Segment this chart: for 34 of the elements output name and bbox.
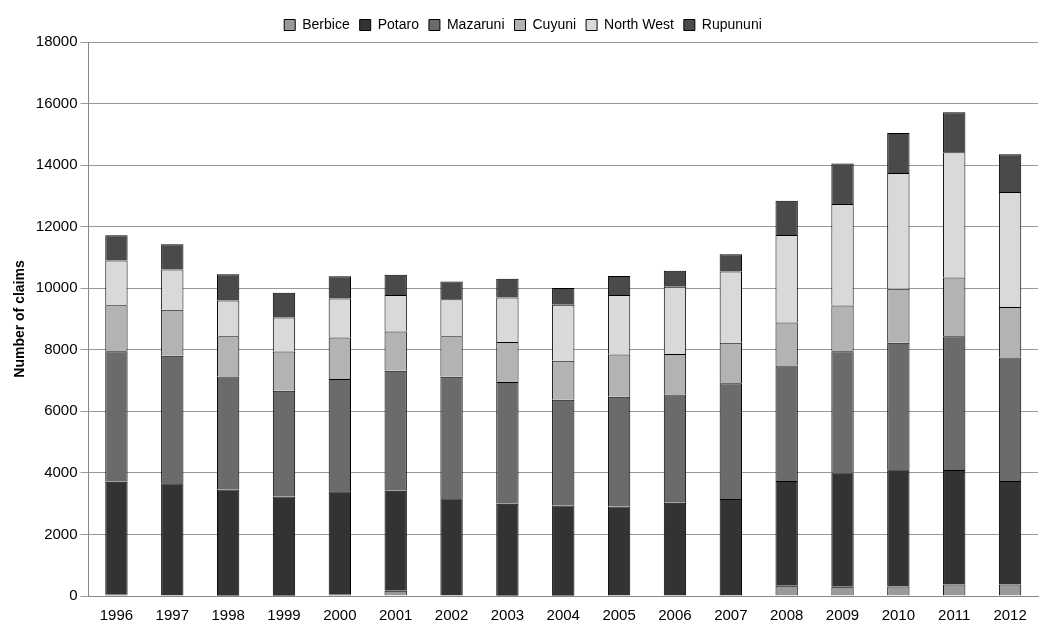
x-tick-label: 2006 [658,606,692,624]
x-tick-label: 2012 [993,606,1027,624]
y-tick-label: 10000 [35,278,78,296]
x-tick-label: 2001 [379,606,413,624]
y-axis-title: Number of claims [11,260,28,378]
x-tick-label: 1998 [211,606,245,624]
y-tick-label: 14000 [35,155,78,173]
x-tick-label: 1997 [155,606,189,624]
x-tick-label: 2009 [825,606,860,624]
legend-label: North West [604,15,674,32]
legend-label: Cuyuni [532,15,577,32]
x-tick-label: 2011 [938,606,971,624]
y-tick-label: 16000 [35,93,78,111]
x-tick-label: 1999 [267,606,301,624]
x-tick-label: 2005 [602,606,636,624]
y-tick-label: 8000 [44,339,78,357]
x-tick-label: 2002 [434,606,469,624]
legend-label: Rupununi [701,15,762,32]
y-tick-label: 12000 [35,216,78,234]
x-tick-label: 1996 [99,606,134,624]
y-tick-label: 6000 [44,401,78,419]
legend-label: Potaro [377,15,420,32]
x-tick-label: 2000 [323,606,357,624]
y-tick-label: 18000 [35,32,78,50]
y-tick-label: 0 [69,586,78,604]
x-tick-label: 2007 [714,606,748,624]
legend-label: Mazaruni [446,15,505,32]
x-tick-label: 2003 [490,606,525,624]
x-tick-label: 2010 [881,606,916,624]
x-tick-label: 2004 [546,606,580,624]
legend-label: Berbice [302,15,350,32]
y-tick-label: 4000 [44,463,78,481]
y-tick-label: 2000 [44,524,78,542]
x-tick-label: 2008 [769,606,804,624]
